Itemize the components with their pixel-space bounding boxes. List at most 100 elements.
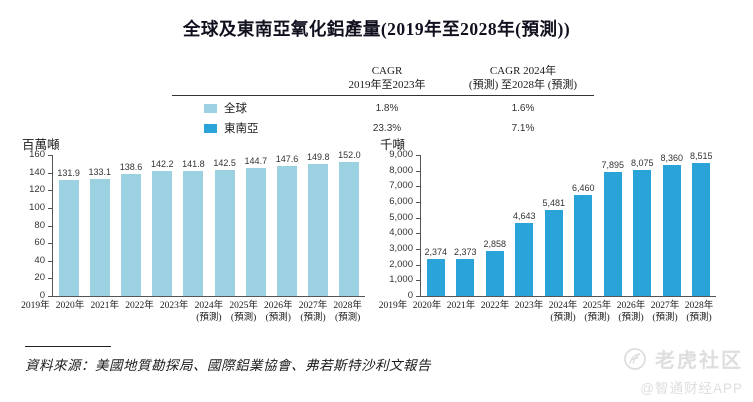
bar: [692, 162, 711, 296]
x-axis-category: 2020年: [410, 300, 444, 324]
left-unit-label: 百萬噸: [22, 138, 60, 152]
y-axis-tick-label: 20: [34, 272, 45, 284]
left-y-axis: 0 20 40 60 80 100 120 140 160: [18, 149, 52, 301]
x-axis-year-label: 2023年: [514, 301, 544, 311]
x-axis-year-label: 2023年: [159, 301, 189, 311]
y-axis-tick-mark: [48, 278, 52, 280]
y-axis-tick-mark: [48, 207, 52, 209]
right-plot-area: 2,374 2,373 2,858 4,643 5,481 6,460 7,895 8,075…: [420, 151, 716, 297]
y-axis-tick-mark: [416, 296, 420, 297]
x-axis-year-label: 2024年: [548, 301, 578, 311]
y-axis-tick-mark: [48, 190, 52, 192]
x-axis-category: 2028年 (預測): [682, 300, 716, 324]
y-axis-tick-label: 7,000: [389, 180, 413, 192]
bar: [515, 223, 534, 296]
x-axis-category: 2023年: [512, 300, 546, 324]
x-axis-forecast-note: (預測): [584, 313, 610, 323]
bar-value-label: 7,895: [601, 160, 625, 171]
bar-value-label: 152.0: [338, 150, 361, 161]
y-axis-tick-mark: [48, 296, 52, 297]
bar: [152, 170, 173, 296]
legend-label-global: 全球: [224, 103, 247, 115]
source-text: 資料來源：美國地質勘探局、國際鋁業協會、弗若斯特沙利文報告: [25, 358, 431, 373]
x-axis-year-label: 2027年: [298, 301, 328, 311]
southeast-asia-color-swatch-icon: [204, 123, 217, 133]
x-axis-year-label: 2028年: [684, 301, 714, 311]
x-axis-year-label: 2028年: [333, 301, 362, 311]
southeast-asia-production-chart: 千噸 0 1,000 2,000 3,000 4,000 5,000 6,000 7,000 8…: [376, 134, 716, 324]
y-axis-tick-label: 8,000: [389, 164, 413, 176]
bar-value-label: 2,374: [424, 246, 448, 257]
right-x-axis-labels: 2019年 2020年 2021年 2022年 2023年 2024年 (預測) 2025年 (…: [376, 300, 716, 324]
x-axis-category: 2024年 (預測): [192, 300, 227, 324]
y-axis-tick-label: 80: [34, 219, 45, 231]
bar-column: 142.2: [147, 159, 178, 296]
global-color-swatch-icon: [204, 103, 217, 113]
y-axis-tick-label: 40: [34, 254, 45, 266]
bar: [245, 168, 266, 296]
bar-value-label: 131.9: [57, 167, 80, 178]
x-axis-category: 2021年: [87, 300, 122, 324]
legend-table-header: CAGR 2019年至2023年 CAGR 2024年 (預測) 至2028年 …: [172, 64, 594, 92]
bar-value-label: 2,373: [453, 246, 477, 257]
bar-column: 8,515: [687, 151, 717, 296]
bar-column: 131.9: [53, 168, 84, 296]
x-axis-year-label: 2019年: [378, 301, 408, 311]
bar-column: 8,360: [657, 153, 687, 296]
page-title: 全球及東南亞氧化鋁產量(2019年至2028年(預測)): [182, 19, 571, 39]
right-y-axis: 0 1,000 2,000 3,000 4,000 5,000 6,000 7,000 8,00…: [376, 149, 420, 301]
x-axis-year-label: 2020年: [55, 301, 85, 311]
bar: [633, 169, 652, 296]
x-axis-year-label: 2026年: [264, 301, 293, 311]
x-axis-forecast-note: (預測): [196, 313, 222, 323]
bar-value-label: 138.6: [119, 161, 143, 172]
x-axis-year-label: 2025年: [229, 301, 258, 311]
x-axis-forecast-note: (預測): [618, 313, 644, 323]
y-axis-tick-label: 9,000: [389, 149, 413, 160]
bar-column: 149.8: [303, 152, 334, 296]
left-x-axis-labels: 2019年 2020年 2021年 2022年 2023年 2024年 (預測) 2025年 (…: [18, 300, 365, 324]
x-axis-category: 2026年 (預測): [614, 300, 648, 324]
bar: [183, 171, 204, 296]
x-axis-year-label: 2021年: [90, 301, 120, 311]
bar-column: 142.5: [209, 158, 240, 296]
bar-value-label: 2,858: [483, 239, 507, 250]
global-cagr-2024-2028: 1.6%: [511, 102, 535, 114]
y-axis-tick-mark: [416, 280, 420, 282]
bar: [308, 164, 329, 296]
right-unit-label: 千噸: [380, 138, 406, 152]
bar-value-label: 141.8: [182, 159, 205, 170]
bar: [277, 165, 298, 296]
legend-row-global: 全球 1.8% 1.6%: [172, 100, 594, 116]
y-axis-tick-label: 120: [29, 184, 45, 196]
bar: [214, 170, 235, 296]
bar-value-label: 4,643: [512, 211, 536, 222]
bar-value-label: 8,515: [689, 150, 713, 161]
x-axis-category: 2025年 (預測): [226, 300, 261, 324]
bar-value-label: 144.7: [244, 156, 268, 167]
x-axis-category: 2028年 (預測): [330, 300, 365, 324]
tiger-circle-icon: [624, 347, 646, 370]
y-axis-tick-label: 1,000: [389, 274, 413, 286]
x-axis-category: 2019年: [376, 300, 410, 324]
y-axis-tick-label: 0: [39, 290, 45, 301]
x-axis-year-label: 2025年: [582, 301, 612, 311]
bar: [662, 165, 681, 296]
bar: [121, 173, 141, 296]
bar-column: 6,460: [569, 183, 599, 296]
bar: [339, 162, 360, 296]
watermark-subtitle: @智通财经APP: [640, 381, 743, 396]
x-axis-year-label: 2027年: [650, 301, 680, 311]
x-axis-category: 2027年 (預測): [648, 300, 682, 324]
legend-header-spacer: [172, 64, 322, 92]
y-axis-tick-label: 160: [29, 149, 45, 160]
x-axis-forecast-note: (預測): [550, 313, 576, 323]
source-note: 資料來源：美國地質勘探局、國際鋁業協會、弗若斯特沙利文報告: [25, 346, 431, 374]
bar-column: 4,643: [510, 211, 540, 296]
bar: [58, 179, 79, 296]
bar-column: 2,858: [480, 239, 510, 296]
x-axis-year-label: 2026年: [616, 301, 646, 311]
y-axis-tick-mark: [416, 155, 420, 156]
southeast-asia-cagr-2019-2023: 23.3%: [372, 122, 402, 134]
